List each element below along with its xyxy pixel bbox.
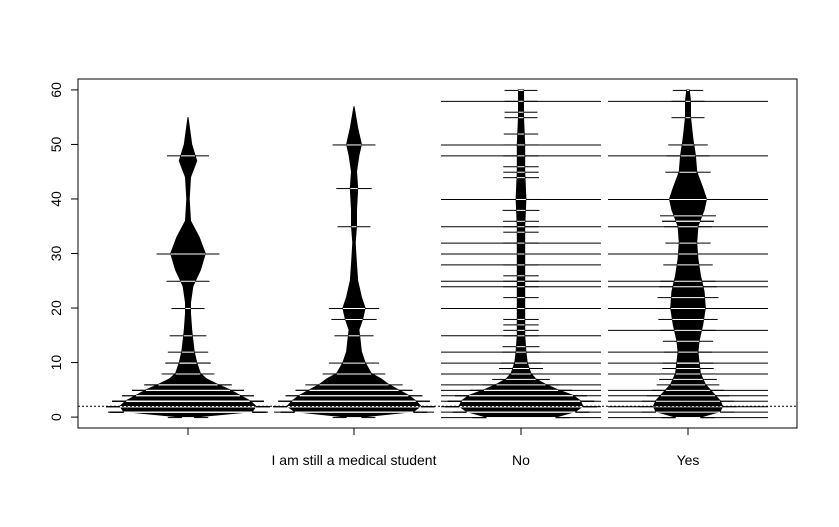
y-tick-label: 50 bbox=[48, 136, 64, 152]
y-tick-label: 10 bbox=[48, 355, 64, 371]
y-tick-label: 60 bbox=[48, 82, 64, 98]
x-axis: I am still a medical student No Yes bbox=[187, 428, 700, 468]
bean-group bbox=[441, 89, 601, 419]
x-tick-label: I am still a medical student bbox=[272, 452, 437, 468]
x-tick-label: No bbox=[512, 452, 530, 468]
y-tick-label: 30 bbox=[48, 246, 64, 262]
y-axis: 0 10 20 30 40 50 60 bbox=[48, 82, 78, 421]
y-tick-label: 40 bbox=[48, 191, 64, 207]
y-tick-label: 20 bbox=[48, 300, 64, 316]
bean-shape bbox=[119, 117, 257, 418]
x-tick-label: Yes bbox=[677, 452, 700, 468]
y-tick-label: 0 bbox=[48, 413, 64, 421]
